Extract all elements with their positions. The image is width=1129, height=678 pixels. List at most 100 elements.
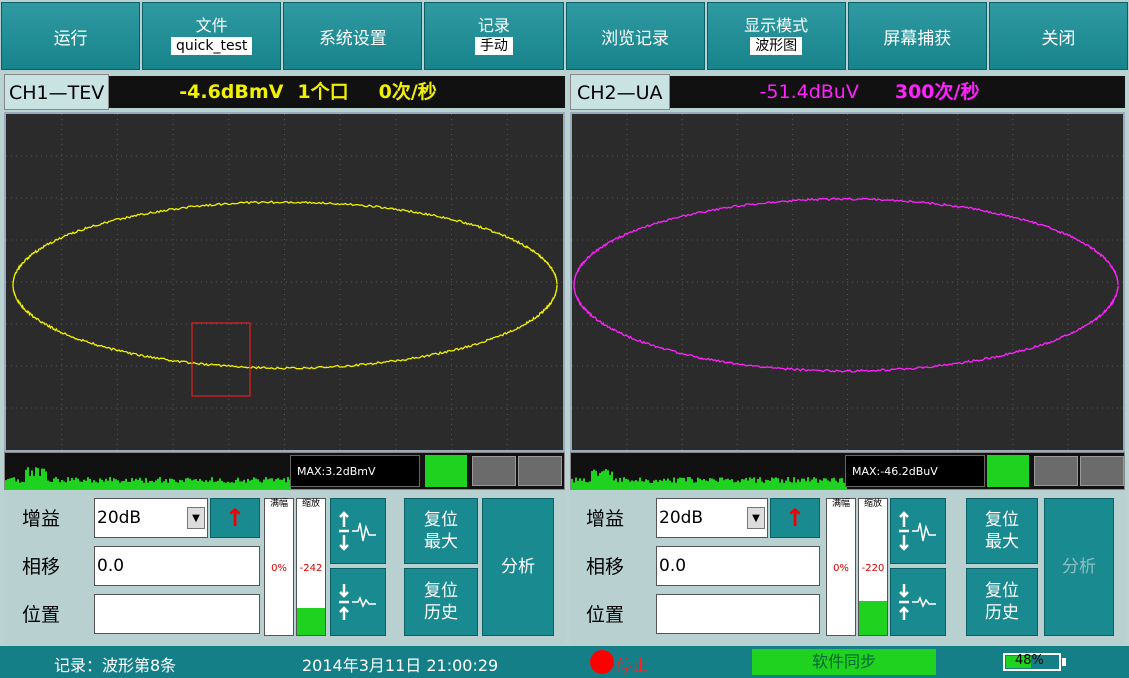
spectrum-bar [609,475,611,489]
ch2-compress-button[interactable] [890,568,946,636]
ch1-count: 1个口 [297,76,348,108]
spectrum-bar [621,482,623,489]
spectrum-bar [657,482,659,489]
ch2-phase-label: 相移 [586,552,624,579]
spectrum-bar [601,471,603,489]
spectrum-bar [35,467,37,489]
display-mode-label: 显示模式 [744,17,808,35]
spectrum-bar [149,481,151,489]
spectrum-bar [571,479,573,489]
display-mode-button[interactable]: 显示模式 波形图 [707,2,846,70]
ch1-phase-label: 相移 [22,552,60,579]
ch1-reset-max-button[interactable]: 复位 最大 [404,498,478,564]
software-sync-indicator: 软件同步 [752,649,936,675]
spectrum-bar [69,481,71,489]
spectrum-bar [213,482,215,489]
ch1-gain-select[interactable]: 20dB ▼ [94,498,208,538]
ch2-reset-max-button[interactable]: 复位 最大 [966,498,1038,564]
spectrum-bar [779,482,781,489]
spectrum-bar [153,482,155,489]
spectrum-bar [199,479,201,489]
spectrum-bar [765,480,767,489]
spectrum-bar [839,478,841,489]
spectrum-bar [107,481,109,489]
spectrum-bar [133,481,135,489]
spectrum-bar [829,482,831,489]
ch2-reset-history-button[interactable]: 复位 历史 [966,568,1038,636]
ch2-position-input[interactable] [656,594,820,634]
ch2-level: -51.4dBuV [760,76,859,108]
ch1-compress-button[interactable] [330,568,386,636]
ch2-analyze-button[interactable]: 分析 [1044,498,1114,636]
ch2-gain-up-button[interactable]: ↑ [770,498,820,538]
spectrum-bar [613,480,615,489]
gain-up-button[interactable]: ↑ [210,498,260,538]
spectrum-bar [243,480,245,489]
ch1-phase-input[interactable]: 0.0 [94,546,260,586]
ch2-scope[interactable] [570,112,1125,452]
ch1-zoom-title: 缩放 [297,499,325,510]
ch1-position-input[interactable] [94,594,260,634]
ch2-fullscale-title: 满幅 [827,499,855,510]
ch2-expand-button[interactable] [890,498,946,564]
spectrum-bar [643,482,645,489]
ch2-position-label: 位置 [586,600,624,627]
spectrum-bar [691,479,693,489]
spectrum-bar [129,482,131,489]
ch1-analyze-button[interactable]: 分析 [482,498,554,636]
ch2-gain-select[interactable]: 20dB ▼ [656,498,768,538]
spectrum-bar [259,482,261,489]
spectrum-bar [111,481,113,489]
spectrum-bar [227,482,229,489]
spectrum-bar [775,477,777,489]
spectrum-bar [59,482,61,489]
record-mode-button[interactable]: 记录 手动 [424,2,563,70]
spectrum-bar [191,480,193,489]
ch1-expand-button[interactable] [330,498,386,564]
spectrum-bar [593,470,595,489]
spectrum-bar [677,479,679,489]
spectrum-bar [665,480,667,489]
browse-records-button[interactable]: 浏览记录 [566,2,705,70]
system-settings-button[interactable]: 系统设置 [283,2,422,70]
spectrum-bar [611,472,613,489]
ch1-scope[interactable] [4,112,565,452]
spectrum-bar [579,478,581,489]
stop-label[interactable]: 停止 [616,652,648,676]
spectrum-bar [587,482,589,489]
ch2-reset-hist-line1: 复位 [985,580,1019,602]
spectrum-bar [39,476,41,489]
ch1-reset-history-button[interactable]: 复位 历史 [404,568,478,636]
ch2-control-panel: 增益 20dB ▼ ↑ 相移 0.0 位置 满幅 0% 缩放 -220 复位 最… [570,490,1125,644]
spectrum-bar [265,477,267,489]
spectrum-bar [117,480,119,489]
ch2-reset-hist-line2: 历史 [985,602,1019,624]
spectrum-bar [123,481,125,489]
display-mode-value: 波形图 [750,37,802,55]
ch2-phase-input[interactable]: 0.0 [656,546,820,586]
cursor-marker[interactable] [192,323,250,396]
close-button[interactable]: 关闭 [989,2,1128,70]
spectrum-bar [797,479,799,489]
stop-indicator-icon[interactable] [590,650,614,674]
spectrum-bar [91,483,93,489]
file-button[interactable]: 文件 quick_test [142,2,281,70]
ch2-zoom-fill [859,601,887,635]
spectrum-bar [751,479,753,489]
spectrum-bar [253,477,255,489]
ch1-reset-hist-line2: 历史 [424,602,458,624]
run-button[interactable]: 运行 [1,2,140,70]
spectrum-bar [821,481,823,489]
spectrum-bar [735,482,737,489]
ch2-spectrum-bars [571,453,851,489]
spectrum-bar [655,480,657,489]
ch2-name: CH2—UA [570,74,670,110]
spectrum-bar [79,481,81,489]
spectrum-bar [705,481,707,489]
capture-label: 屏幕捕获 [883,24,951,49]
spectrum-bar [783,483,785,489]
spectrum-bar [231,482,233,489]
screen-capture-button[interactable]: 屏幕捕获 [848,2,987,70]
spectrum-bar [215,482,217,489]
